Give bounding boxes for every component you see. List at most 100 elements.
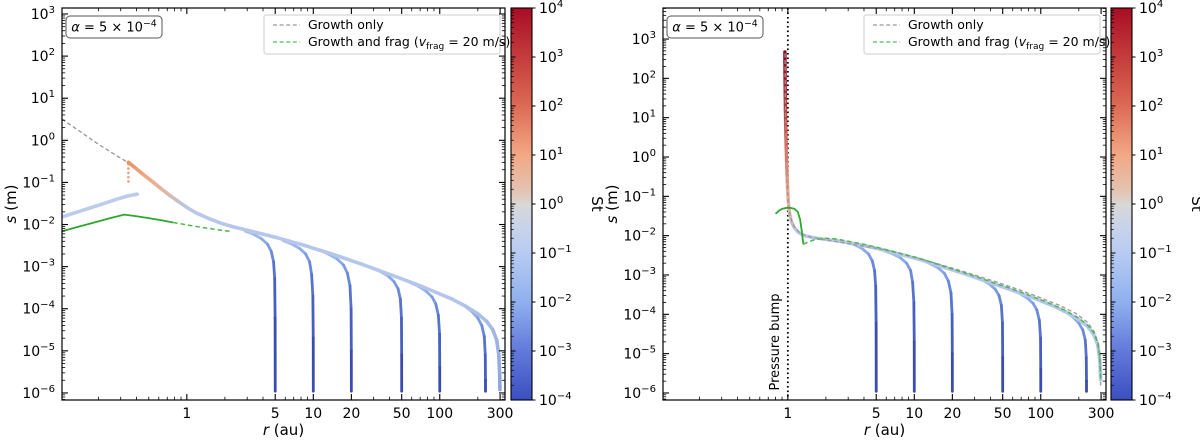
y-tick-label: 102 xyxy=(31,47,55,65)
series-growth-track-envelope xyxy=(245,228,265,236)
colorbar-tick-label: 10−2 xyxy=(539,293,572,311)
alpha-annotation: α = 5 × 10−4 xyxy=(672,19,758,36)
series-growth-track-envelope xyxy=(497,353,502,378)
series-growth-track-branch-20au xyxy=(348,284,353,311)
series-growth-track-branch-10au xyxy=(909,269,915,284)
series-growth-track-envelope xyxy=(836,239,1103,382)
panel-left: 1 5 10 20 50 100 300 103 102 101 100 10−1 10−2 10−3 10… xyxy=(2,0,606,439)
series-growth-track-branch-20au xyxy=(949,291,954,316)
y-tick-label: 100 xyxy=(632,148,656,166)
series-growth-track-envelope xyxy=(490,327,499,342)
series-growth-track-envelope xyxy=(435,290,454,301)
series-growth-track-branch-5au xyxy=(873,269,878,288)
pressure-bump-label: Pressure bump xyxy=(768,293,783,390)
y-tick-label: 101 xyxy=(632,109,656,127)
series-growth-track-envelope xyxy=(476,311,489,324)
x-tick-label: 100 xyxy=(426,406,453,422)
series-growth-track-envelope xyxy=(302,243,321,252)
y-tick-label: 10−5 xyxy=(623,345,656,363)
x-axis-label: r (au) xyxy=(864,421,905,439)
series-growth-track-envelope xyxy=(207,216,224,226)
series-growth-track-branch-5au xyxy=(252,233,263,241)
series-growth-track-branch-10au xyxy=(911,280,916,304)
colorbar-tick-label: 102 xyxy=(1139,97,1163,115)
x-tick-label: 5 xyxy=(271,406,280,422)
series-growth-track-envelope xyxy=(287,239,307,248)
y-tick-label: 102 xyxy=(632,69,656,87)
colorbar-tick-label: 103 xyxy=(1139,48,1163,66)
series-growth-and-frag-dashed xyxy=(803,237,1102,380)
series-growth-track-envelope xyxy=(375,268,394,278)
legend-box xyxy=(263,14,501,55)
series-growth-track-envelope xyxy=(220,221,237,230)
series-growth-track-envelope xyxy=(463,304,480,316)
series-growth-track-envelope xyxy=(142,173,155,184)
alpha-annotation-box xyxy=(666,15,764,39)
colorbar-tick-label: 10−3 xyxy=(539,342,572,360)
y-tick-label: 10−4 xyxy=(623,305,656,323)
y-tick-label: 103 xyxy=(632,30,656,48)
series-growth-track-envelope xyxy=(329,252,348,261)
series-growth-track-branch-100au xyxy=(434,302,440,317)
y-tick-label: 10−3 xyxy=(22,258,55,276)
x-tick-label: 20 xyxy=(943,406,961,422)
series-growth-track-branch-20au xyxy=(328,253,339,261)
series-growth-track-branch-10au xyxy=(891,252,903,260)
plot-frame xyxy=(662,7,1107,401)
y-tick-label: 10−5 xyxy=(22,342,55,360)
series-growth-track-branch-50au xyxy=(997,294,1003,307)
series-growth-track-branch-20au xyxy=(943,271,950,283)
series-growth-track-branch-10au xyxy=(308,260,314,276)
y-tick-label: 103 xyxy=(31,5,55,23)
colorbar-tick-label: 102 xyxy=(539,97,563,115)
series-growth-track-branch-10au xyxy=(290,242,302,250)
y-tick-label: 10−6 xyxy=(623,384,656,402)
x-tick-label: 50 xyxy=(994,406,1012,422)
y-tick-label: 10−1 xyxy=(22,173,55,191)
series-growth-track-envelope xyxy=(159,187,173,198)
alpha-annotation: α = 5 × 10−4 xyxy=(71,19,157,36)
legend-label: Growth only xyxy=(908,17,984,32)
series-growth-track-branch-10au xyxy=(304,252,312,264)
colorbar-tick-label: 10−2 xyxy=(1139,293,1172,311)
colorbar-tick-label: 10−4 xyxy=(1139,391,1172,409)
series-growth-track-branch-100au xyxy=(436,313,441,336)
x-tick-label: 20 xyxy=(342,406,360,422)
y-tick-label: 101 xyxy=(31,89,55,107)
series-growth-track-branch-5au xyxy=(870,259,876,272)
series-inner-drift-track xyxy=(62,192,139,219)
x-tick-label: 50 xyxy=(393,406,411,422)
x-tick-label: 100 xyxy=(1027,406,1054,422)
series-growth-track-branch-50au xyxy=(999,303,1004,325)
x-tick-label: 300 xyxy=(1088,406,1115,422)
series-growth-track-envelope xyxy=(359,262,379,272)
y-tick-label: 10−4 xyxy=(22,300,55,318)
legend-box xyxy=(863,14,1101,55)
series-growth-track-branch-50au xyxy=(398,297,403,320)
series-growth-track-branch-100au xyxy=(1037,319,1042,340)
series-growth-track-envelope xyxy=(185,205,199,216)
series-growth-only xyxy=(784,53,1102,387)
colorbar-label: St xyxy=(1188,196,1200,212)
series-growth-track-branch-230au xyxy=(482,335,487,357)
y-tick-label: 10−1 xyxy=(623,187,656,205)
series-growth-track-envelope xyxy=(195,211,211,221)
series-growth-only xyxy=(62,118,129,164)
y-tick-label: 10−6 xyxy=(22,384,55,402)
series-growth-track-branch-50au xyxy=(396,287,402,301)
series-growth-track-envelope xyxy=(419,284,439,295)
x-tick-label: 10 xyxy=(905,406,923,422)
x-tick-label: 300 xyxy=(487,406,514,422)
y-axis-label: s (m) xyxy=(2,185,20,224)
legend-label: Growth and frag (vfrag = 20 m/s) xyxy=(908,34,1110,52)
series-growth-track-envelope xyxy=(390,273,409,283)
series-growth-track-branch-10au xyxy=(310,273,315,298)
colorbar-tick-label: 101 xyxy=(539,146,563,164)
y-tick-label: 10−2 xyxy=(22,216,55,234)
alpha-annotation-box xyxy=(65,15,163,39)
colorbar-tick-label: 10−1 xyxy=(1139,244,1172,262)
series-growth-track-branch-5au xyxy=(272,260,277,280)
series-growth-track-envelope xyxy=(151,180,164,191)
